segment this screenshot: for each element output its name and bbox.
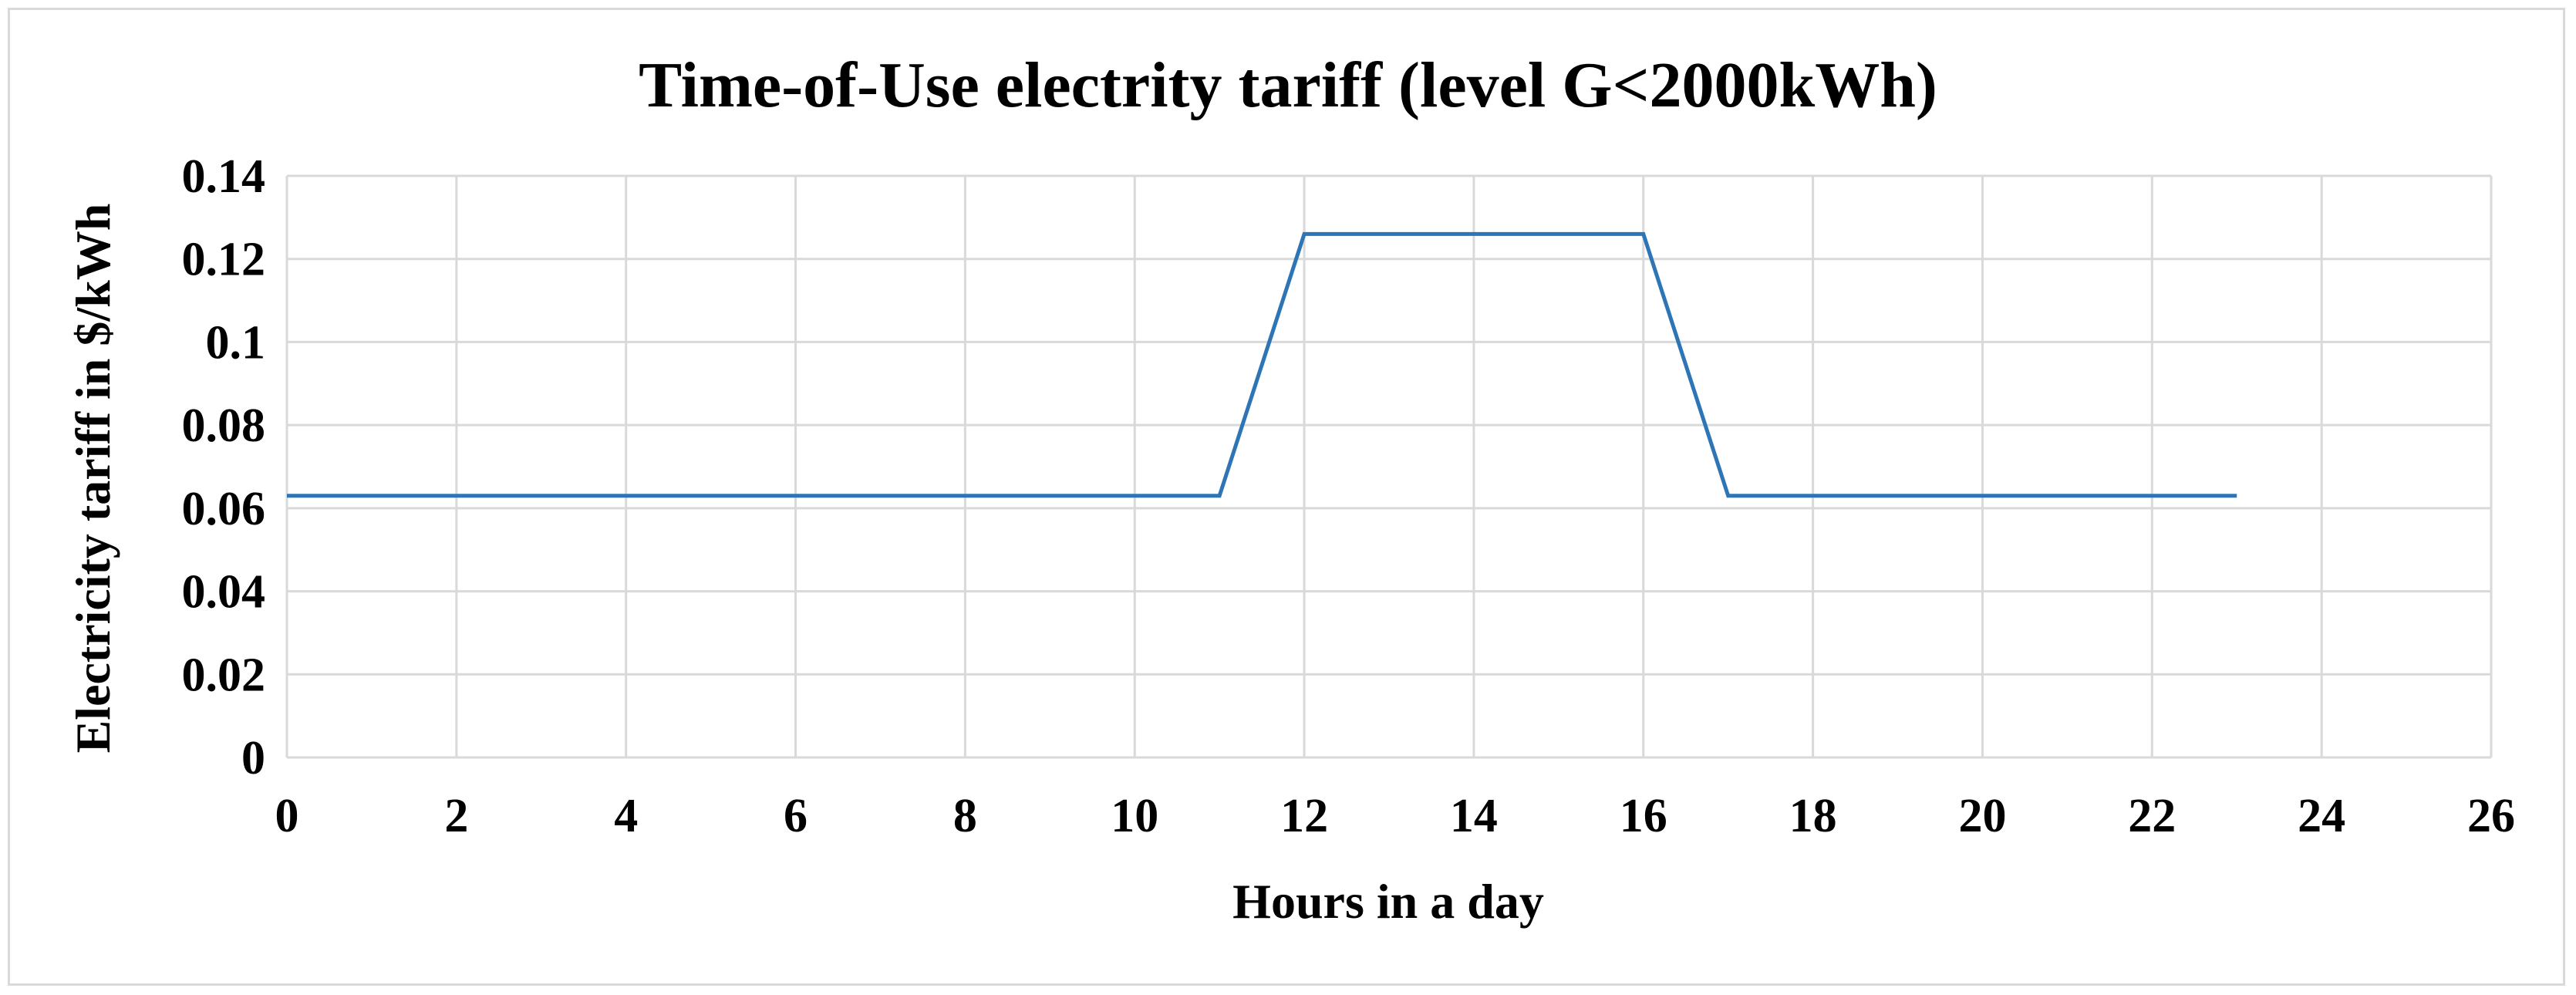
y-tick-label: 0.14 — [182, 150, 266, 203]
y-tick-label: 0.02 — [182, 649, 266, 701]
series-layer — [287, 231, 2237, 498]
chart-title: Time-of-Use electrity tariff (level G<20… — [639, 49, 1937, 121]
x-tick-label: 6 — [784, 790, 808, 842]
x-tick-label: 0 — [275, 790, 299, 842]
y-tick-labels: 0 0.02 0.04 0.06 0.08 0.1 0.12 0.14 — [182, 150, 266, 784]
x-tick-label: 10 — [1111, 790, 1158, 842]
x-tick-label: 24 — [2298, 790, 2345, 842]
x-axis-title: Hours in a day — [1232, 874, 1544, 929]
y-tick-label: 0.12 — [182, 234, 266, 286]
x-tick-label: 14 — [1450, 790, 1498, 842]
x-tick-label: 22 — [2128, 790, 2176, 842]
x-tick-label: 26 — [2467, 790, 2515, 842]
y-tick-label: 0.08 — [182, 400, 266, 452]
y-tick-label: 0.1 — [206, 316, 266, 369]
grid-layer — [285, 174, 2493, 757]
x-tick-label: 4 — [614, 790, 638, 842]
y-tick-label: 0.04 — [182, 566, 266, 619]
x-tick-label: 16 — [1620, 790, 1667, 842]
y-tick-label: 0.06 — [182, 483, 266, 535]
x-tick-label: 2 — [444, 790, 468, 842]
x-tick-label: 20 — [1958, 790, 2006, 842]
x-tick-label: 8 — [953, 790, 977, 842]
series-line — [287, 231, 2237, 498]
x-tick-labels: 0 2 4 6 8 10 12 14 16 18 20 22 24 26 — [275, 790, 2516, 842]
y-tick-label: 0 — [241, 732, 265, 784]
y-axis-title: Electricity tariff in $/kWh — [66, 204, 120, 754]
x-tick-label: 18 — [1789, 790, 1837, 842]
x-tick-label: 12 — [1280, 790, 1328, 842]
